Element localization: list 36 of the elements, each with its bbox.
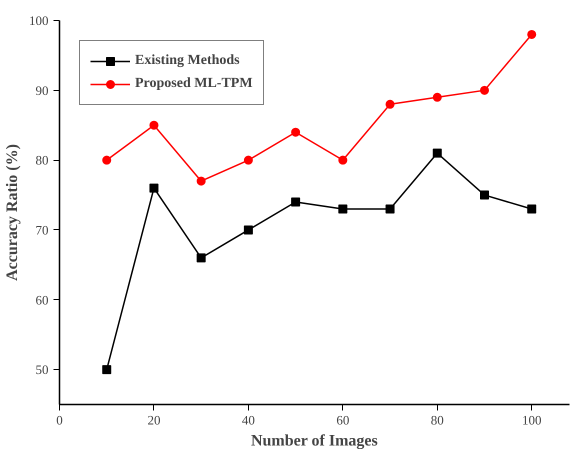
point (149, 184, 158, 193)
x-tick-label: 60 (336, 412, 350, 428)
y-tick-label: 80 (36, 152, 48, 168)
point (102, 365, 112, 374)
point (102, 156, 112, 165)
x-tick-label: 80 (430, 412, 444, 428)
x-tick-label: 40 (242, 412, 255, 428)
x-tick-label: 0 (56, 412, 63, 428)
point (386, 204, 395, 214)
point (480, 190, 489, 200)
point (386, 100, 395, 109)
y-axis-title: Accuracy Ratio (%) (4, 144, 21, 281)
y-tick-label: 50 (36, 362, 48, 378)
point (196, 253, 206, 262)
x-tick-label: 100 (522, 412, 542, 428)
point (196, 176, 206, 186)
point (291, 128, 300, 137)
point (527, 30, 536, 39)
point (291, 198, 300, 207)
y-tick-label: 100 (29, 13, 48, 28)
point (527, 204, 536, 214)
point (480, 86, 489, 95)
legend-label: Existing Methods (135, 53, 240, 69)
point (432, 92, 442, 102)
point (149, 120, 158, 130)
point (338, 156, 348, 165)
x-axis-title: Number of Images (250, 432, 378, 450)
point (432, 148, 442, 158)
x-tick-label: 20 (147, 412, 160, 428)
point (244, 156, 253, 165)
point (244, 225, 253, 234)
y-tick-label: 60 (36, 292, 48, 308)
legend-label: Proposed ML-TPM (135, 76, 253, 92)
y-tick-label: 70 (36, 222, 48, 238)
y-tick-label: 90 (36, 82, 48, 98)
point (338, 204, 348, 214)
